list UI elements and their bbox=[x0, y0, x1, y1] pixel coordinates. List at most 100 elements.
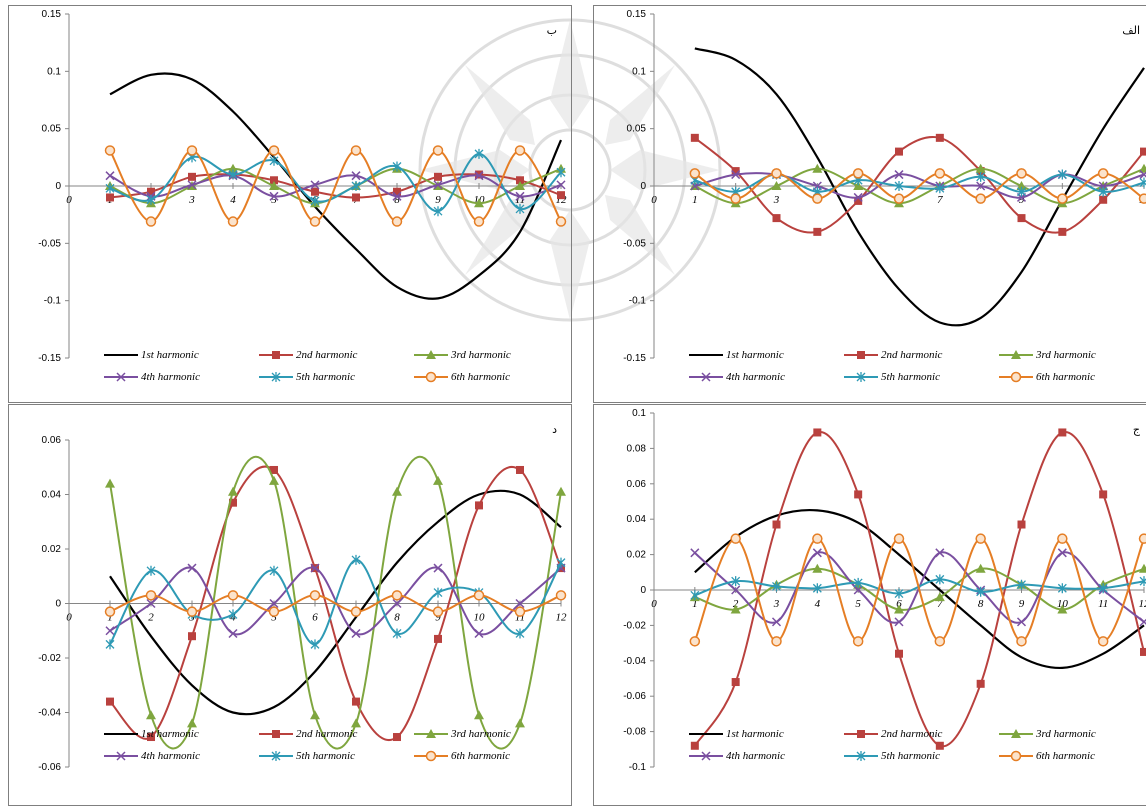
x-tick-label: 5 bbox=[855, 598, 861, 610]
y-tick-label: -0.1 bbox=[44, 296, 62, 307]
legend-item: 5th harmonic bbox=[259, 747, 355, 762]
legend-label: 6th harmonic bbox=[1036, 371, 1095, 383]
legend-item: 3rd harmonic bbox=[414, 725, 511, 740]
data-point bbox=[310, 639, 320, 650]
data-point bbox=[813, 428, 822, 437]
series-6 bbox=[689, 168, 1146, 204]
data-point bbox=[1140, 147, 1146, 156]
data-point bbox=[474, 198, 484, 208]
data-point bbox=[351, 718, 361, 728]
y-tick-label: 0.02 bbox=[42, 544, 62, 555]
data-point bbox=[975, 533, 986, 544]
y-tick-label: -0.05 bbox=[38, 238, 61, 249]
x-tick-label: 6 bbox=[896, 598, 902, 610]
data-point bbox=[475, 170, 483, 179]
series-1 bbox=[694, 47, 1145, 327]
data-point bbox=[186, 145, 198, 156]
data-point bbox=[352, 697, 360, 706]
data-point bbox=[147, 733, 155, 742]
legend-swatch bbox=[104, 751, 138, 761]
data-point bbox=[935, 548, 945, 558]
series-line bbox=[109, 455, 562, 750]
legend-swatch bbox=[259, 751, 293, 761]
data-point bbox=[812, 163, 823, 173]
legend-marker bbox=[116, 751, 126, 761]
data-point bbox=[146, 194, 156, 205]
legend-marker bbox=[426, 729, 436, 738]
data-point bbox=[935, 574, 945, 585]
series-2 bbox=[106, 465, 565, 742]
legend-label: 5th harmonic bbox=[881, 750, 940, 762]
data-point bbox=[1139, 177, 1146, 188]
data-point bbox=[391, 216, 403, 227]
legend-label: 5th harmonic bbox=[881, 371, 940, 383]
data-point bbox=[1098, 186, 1108, 197]
data-point bbox=[555, 590, 567, 601]
watermark-rosette bbox=[418, 18, 722, 322]
data-point bbox=[145, 590, 157, 601]
data-point bbox=[812, 583, 822, 594]
data-point bbox=[473, 216, 485, 227]
legend-label: 3rd harmonic bbox=[1036, 728, 1096, 740]
data-point bbox=[474, 628, 484, 639]
data-point bbox=[771, 636, 782, 647]
data-point bbox=[104, 145, 116, 156]
data-point bbox=[310, 195, 320, 206]
data-point bbox=[104, 606, 116, 617]
x-tick-label: 0 bbox=[66, 612, 72, 624]
data-point bbox=[556, 180, 566, 190]
data-point bbox=[187, 180, 197, 190]
x-tick-label: 11 bbox=[515, 612, 525, 624]
legend-item: 6th harmonic bbox=[414, 747, 510, 762]
data-point bbox=[146, 710, 156, 720]
series-4 bbox=[105, 171, 566, 201]
legend-marker bbox=[116, 372, 126, 382]
x-tick-label: 9 bbox=[1019, 598, 1025, 610]
data-point bbox=[935, 741, 944, 750]
data-point bbox=[228, 486, 238, 496]
chart-legend: 1st harmonic 2nd harmonic 3rd harmonic 4th … bbox=[104, 346, 544, 388]
y-tick-label: -0.1 bbox=[629, 762, 647, 773]
y-tick-label: 0 bbox=[55, 599, 61, 610]
data-point bbox=[227, 590, 239, 601]
data-point bbox=[432, 145, 444, 156]
data-point bbox=[1017, 579, 1026, 590]
legend-label: 1st harmonic bbox=[726, 349, 784, 361]
data-point bbox=[557, 191, 565, 200]
series-1 bbox=[694, 508, 1145, 670]
x-tick-label: 9 bbox=[435, 612, 441, 624]
legend-swatch bbox=[689, 354, 723, 356]
data-point bbox=[934, 168, 946, 179]
chart-panel-bottom-right: 0.1 0.08 0.06 0.04 0.02 0 -0.02 -0.04 -0.06 -0.08… bbox=[593, 404, 1146, 806]
x-tick-label: 1 bbox=[107, 612, 113, 624]
data-point bbox=[1099, 195, 1108, 204]
data-point bbox=[514, 145, 526, 156]
data-point bbox=[1097, 636, 1109, 647]
data-point bbox=[147, 187, 155, 196]
legend-label: 1st harmonic bbox=[726, 728, 784, 740]
data-point bbox=[352, 193, 360, 202]
y-tick-label: 0.05 bbox=[42, 124, 62, 135]
data-point bbox=[392, 486, 402, 496]
data-point bbox=[771, 168, 782, 179]
data-point bbox=[228, 628, 238, 639]
data-point bbox=[1139, 576, 1146, 587]
data-point bbox=[146, 598, 156, 609]
data-point bbox=[852, 168, 864, 179]
data-point bbox=[268, 606, 280, 617]
data-point bbox=[516, 465, 524, 474]
data-point bbox=[894, 617, 904, 627]
data-point bbox=[730, 533, 741, 544]
data-point bbox=[228, 169, 238, 180]
data-point bbox=[894, 170, 904, 180]
chart-svg: 0.150.10.050-0.05-0.1-0.1501234567891011… bbox=[38, 9, 567, 364]
x-tick-label: 3 bbox=[188, 194, 195, 206]
data-point bbox=[351, 171, 361, 181]
data-point bbox=[1057, 533, 1068, 544]
data-point bbox=[270, 465, 278, 474]
data-point bbox=[854, 196, 863, 205]
data-point bbox=[1016, 181, 1027, 190]
data-point bbox=[187, 718, 197, 728]
legend-marker bbox=[856, 372, 866, 382]
data-point bbox=[1058, 227, 1067, 236]
